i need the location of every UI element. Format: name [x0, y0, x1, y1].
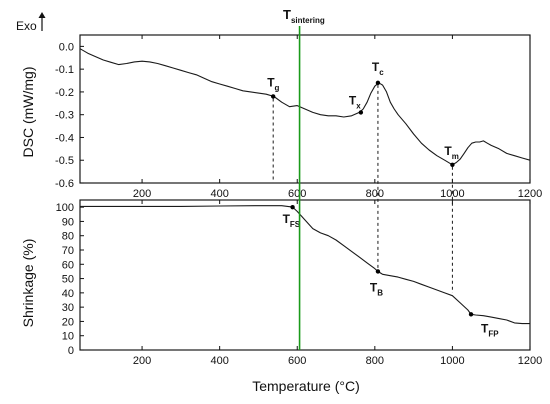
x-tick-label: 400: [210, 188, 228, 200]
y-tick-label: 70: [62, 245, 74, 257]
annotation-label-base: T: [267, 75, 275, 89]
annotation-label-sub: m: [452, 152, 459, 161]
sintering-label: Tsintering: [283, 7, 325, 25]
annotation-point: [290, 204, 295, 210]
annotation-label: Tm: [444, 144, 458, 161]
bottom-panel-frame: [79, 199, 531, 351]
x-tick-label: 600: [288, 355, 306, 367]
y-tick-label: 40: [62, 288, 74, 300]
y-tick-label: -0.5: [55, 155, 74, 167]
annotation-label-sub: c: [379, 68, 384, 77]
annotation-point: [270, 94, 276, 99]
x-tick-label: 1000: [440, 355, 464, 367]
annotation-label-base: T: [283, 212, 291, 226]
y-tick-label: -0.3: [55, 110, 74, 122]
annotation-label: Tg: [267, 75, 279, 92]
annotation-label-base: T: [481, 321, 489, 335]
annotation-point: [358, 110, 364, 115]
x-tick-label: 400: [210, 355, 228, 367]
annotation-label-base: T: [444, 144, 452, 158]
y-tick-label: 80: [62, 231, 74, 243]
y-tick-label: 0.0: [59, 41, 74, 53]
top-panel-series-line: [79, 48, 531, 166]
y-tick-label: 30: [62, 302, 74, 314]
annotation-label-sub: g: [275, 83, 280, 92]
x-tick-label: 800: [366, 355, 384, 367]
shrinkage-y-axis-label: Shrinkage (%): [20, 239, 36, 328]
y-tick-label: 0: [68, 345, 74, 357]
y-tick-label: 10: [62, 331, 74, 343]
annotation-label: TB: [370, 280, 383, 297]
dsc-panel: 0.0 -0.1 -0.2 -0.3 -0.4 -0.5 -0.6 200 400 600 800 1…: [55, 34, 542, 200]
y-tick-label: 90: [62, 216, 74, 228]
temperature-x-axis-label: Temperature (°C): [252, 378, 360, 394]
y-tick-label: 50: [62, 274, 74, 286]
annotation-label-sub: B: [377, 288, 383, 297]
x-tick-label: 1200: [518, 188, 542, 200]
sintering-label-base: T: [283, 7, 291, 22]
x-tick-label: 600: [288, 188, 306, 200]
exo-arrow-icon: [38, 12, 46, 31]
y-tick-label: 20: [62, 316, 74, 328]
top-panel-frame: [79, 34, 531, 184]
y-tick-label: -0.6: [55, 178, 74, 190]
annotation-label-sub: FS: [290, 220, 301, 229]
annotation-label-sub: x: [356, 101, 361, 110]
annotation-label: TFS: [283, 212, 301, 229]
x-tick-label: 800: [366, 188, 384, 200]
x-tick-label: 200: [133, 355, 151, 367]
annotation-label: Tx: [349, 93, 361, 110]
sintering-label-sub: sintering: [291, 16, 325, 25]
dsc-y-axis-label: DSC (mW/mg): [20, 67, 36, 158]
annotation-label-base: T: [349, 93, 357, 107]
annotation-label-base: T: [372, 60, 380, 74]
y-tick-label: -0.4: [55, 132, 74, 144]
annotation-label: TFP: [481, 321, 499, 338]
exo-label: Exo: [16, 19, 37, 33]
y-tick-label: -0.1: [55, 64, 74, 76]
annotation-label: Tc: [372, 60, 384, 77]
guides-layer: [272, 26, 453, 350]
annotation-point: [375, 80, 381, 86]
x-tick-label: 200: [133, 188, 151, 200]
shrinkage-panel: 0 10 20 30 40 50 60 70 80 90 100 200 400 600 800 1000 12…: [56, 199, 542, 367]
annotation-point: [450, 162, 455, 167]
annotation-label-base: T: [370, 280, 378, 294]
annotation-point: [468, 312, 474, 317]
y-tick-label: -0.2: [55, 87, 74, 99]
bottom-panel-series-line: [80, 205, 530, 325]
annotation-label-sub: FP: [488, 329, 499, 338]
y-tick-label: 60: [62, 259, 74, 271]
x-tick-label: 1000: [440, 188, 464, 200]
x-tick-label: 1200: [518, 355, 542, 367]
y-tick-label: 100: [56, 202, 74, 214]
